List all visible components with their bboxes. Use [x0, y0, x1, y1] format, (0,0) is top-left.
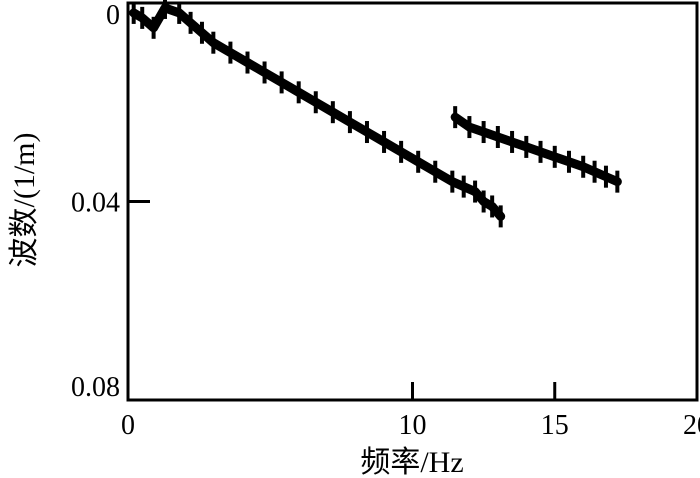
- chart-marks: [129, 0, 622, 228]
- x-axis-label: 频率/Hz: [360, 446, 463, 478]
- plot-frame: [126, 1, 699, 402]
- y-tick-label: 0: [106, 0, 120, 31]
- x-tick-label: 10: [399, 410, 427, 441]
- x-tick-label: 0: [121, 410, 135, 441]
- x-tick-label: 20: [683, 410, 700, 441]
- axis-ticks: 0 10 15 20 0 0.04 0.08: [71, 0, 700, 441]
- y-tick-label: 0.04: [71, 188, 120, 219]
- x-tick-label: 15: [541, 410, 569, 441]
- y-tick-label: 0.08: [71, 372, 120, 403]
- y-axis-label: 波数/(1/m): [8, 133, 41, 268]
